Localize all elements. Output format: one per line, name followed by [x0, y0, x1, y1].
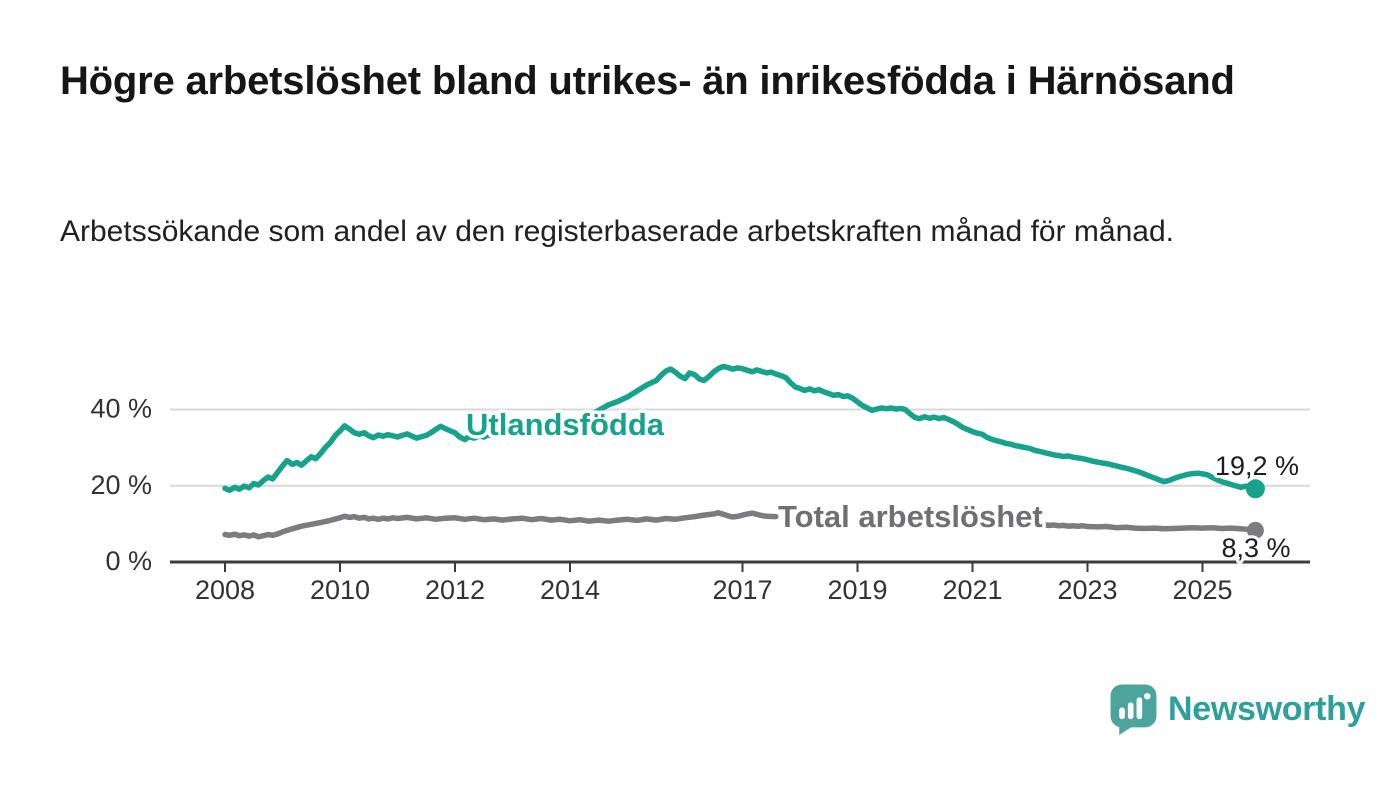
series-line-total-arbetsloshet	[1041, 522, 1259, 534]
series-end-dot-total-arbetsloshet	[1246, 521, 1264, 539]
x-tick-label: 2021	[942, 575, 1002, 605]
x-tick-label: 2008	[195, 575, 255, 605]
x-tick-label: 2019	[827, 575, 887, 605]
page-title: Högre arbetslöshet bland utrikes- än inr…	[60, 59, 1235, 103]
series-label-total-arbetsloshet: Total arbetslöshet	[778, 499, 1043, 534]
newsworthy-logo[interactable]: Newsworthy	[1110, 684, 1366, 741]
x-tick-label: 2010	[310, 575, 370, 605]
logo-wordmark: Newsworthy	[1168, 690, 1366, 728]
end-value-label-utlandsfodda: 19,2 %	[1215, 451, 1299, 481]
end-value-label-total-arbetsloshet: 8,3 %	[1221, 533, 1290, 563]
y-tick-label: 40 %	[90, 394, 152, 424]
series-end-dot-utlandsfodda	[1245, 479, 1265, 499]
series-label-utlandsfodda: Utlandsfödda	[466, 407, 665, 442]
x-tick-label: 2014	[540, 575, 600, 605]
x-tick-label: 2017	[712, 575, 772, 605]
page-subtitle: Arbetssökande som andel av den registerb…	[60, 215, 1174, 248]
series-line-utlandsfodda	[222, 363, 1259, 494]
x-tick-label: 2023	[1057, 575, 1117, 605]
x-tick-label: 2012	[425, 575, 485, 605]
y-tick-label: 0 %	[105, 546, 152, 576]
y-tick-label: 20 %	[90, 470, 152, 500]
x-tick-label: 2025	[1172, 575, 1232, 605]
series-line-total-arbetsloshet	[222, 510, 779, 540]
logo-bubble-icon	[1110, 684, 1157, 741]
